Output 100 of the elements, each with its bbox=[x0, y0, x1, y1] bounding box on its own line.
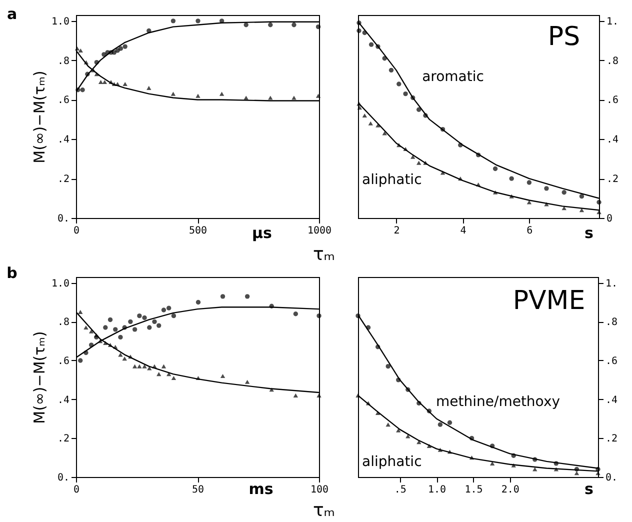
x-tick-label: 50 bbox=[192, 484, 204, 496]
x-tick-label: 0 bbox=[73, 226, 80, 236]
point bbox=[244, 294, 250, 299]
x-tick-label: 2.0 bbox=[501, 484, 520, 496]
point bbox=[579, 194, 584, 199]
point bbox=[142, 315, 147, 320]
y-tick-label: .8 bbox=[57, 56, 70, 67]
y-tick-label: 1.0 bbox=[51, 16, 70, 28]
y-tick-label: .4 bbox=[57, 394, 70, 406]
point bbox=[166, 306, 172, 310]
point bbox=[562, 190, 566, 195]
point bbox=[78, 358, 83, 363]
point bbox=[128, 319, 133, 324]
point bbox=[137, 313, 142, 318]
point bbox=[102, 80, 108, 84]
point bbox=[268, 96, 273, 100]
point bbox=[382, 131, 387, 136]
point bbox=[78, 48, 83, 53]
point bbox=[219, 92, 224, 96]
y-tick-label: .6 bbox=[57, 95, 70, 106]
point bbox=[80, 88, 85, 92]
point bbox=[526, 180, 532, 185]
point bbox=[316, 24, 321, 30]
point bbox=[396, 82, 402, 86]
point bbox=[532, 467, 538, 472]
point bbox=[316, 313, 322, 318]
y2-tick-label: 0 bbox=[606, 214, 613, 224]
x-axis-title: μs bbox=[252, 224, 272, 242]
point bbox=[122, 44, 128, 49]
y2-tick-label: .6 bbox=[606, 356, 618, 367]
y-axis-title: M(∞)−M(τₘ) bbox=[30, 70, 48, 164]
point bbox=[410, 154, 416, 159]
point bbox=[403, 91, 408, 96]
series-label: methine/methoxy bbox=[436, 394, 560, 410]
x-axis-title: s bbox=[584, 224, 594, 242]
point bbox=[447, 420, 452, 425]
point bbox=[156, 323, 162, 328]
point bbox=[98, 80, 104, 84]
point bbox=[122, 356, 127, 361]
series-label: aliphatic bbox=[362, 172, 422, 188]
x-tick-label: 1000 bbox=[307, 226, 332, 236]
point bbox=[596, 210, 602, 214]
point bbox=[406, 434, 410, 438]
point bbox=[161, 364, 166, 368]
point bbox=[509, 176, 514, 181]
point bbox=[544, 186, 549, 191]
x-axis-title: s bbox=[584, 480, 594, 498]
point bbox=[171, 313, 176, 318]
x-tick-label: 2 bbox=[394, 226, 400, 236]
y-tick-label: .8 bbox=[57, 317, 70, 328]
point bbox=[103, 325, 108, 330]
point bbox=[132, 364, 138, 368]
y-tick-label: .2 bbox=[57, 174, 70, 186]
point bbox=[171, 376, 176, 380]
y2-tick-label: .4 bbox=[606, 394, 618, 406]
point bbox=[293, 393, 298, 398]
text: τₘ bbox=[312, 500, 336, 521]
point bbox=[526, 200, 532, 204]
point bbox=[161, 308, 166, 312]
y-tick-label: 0. bbox=[57, 472, 70, 484]
point bbox=[118, 334, 123, 340]
point bbox=[438, 422, 443, 427]
point bbox=[368, 42, 374, 47]
point bbox=[492, 166, 498, 172]
point bbox=[146, 86, 152, 90]
point bbox=[268, 22, 273, 28]
x-tick-label: 1.5 bbox=[464, 484, 483, 496]
point bbox=[388, 68, 394, 73]
point bbox=[137, 364, 142, 368]
point bbox=[386, 364, 390, 369]
point bbox=[362, 113, 367, 118]
point bbox=[78, 310, 83, 314]
y-tick-label: .2 bbox=[57, 434, 70, 445]
point bbox=[596, 200, 602, 205]
y2-tick-label: 1. bbox=[606, 278, 618, 290]
point bbox=[118, 46, 124, 51]
point bbox=[292, 22, 296, 28]
chart-title: b bbox=[6, 264, 18, 282]
point bbox=[220, 294, 226, 299]
x-tick-label: 0 bbox=[73, 484, 80, 496]
point bbox=[196, 18, 200, 24]
point bbox=[316, 94, 321, 98]
point bbox=[113, 327, 118, 332]
point bbox=[147, 325, 152, 330]
point bbox=[170, 18, 176, 24]
point bbox=[416, 107, 422, 112]
point bbox=[156, 372, 162, 376]
point bbox=[196, 94, 200, 98]
point bbox=[244, 380, 250, 384]
point bbox=[170, 92, 176, 96]
point bbox=[196, 300, 201, 305]
chart-title: a bbox=[6, 5, 18, 23]
point bbox=[316, 393, 322, 398]
y-tick-label: .6 bbox=[57, 356, 70, 367]
point bbox=[118, 352, 123, 357]
y2-tick-label: .6 bbox=[606, 95, 619, 106]
point bbox=[220, 374, 226, 378]
x-tick-label: 1.0 bbox=[428, 484, 446, 496]
annotation: PVME bbox=[512, 286, 586, 316]
point bbox=[88, 329, 94, 334]
